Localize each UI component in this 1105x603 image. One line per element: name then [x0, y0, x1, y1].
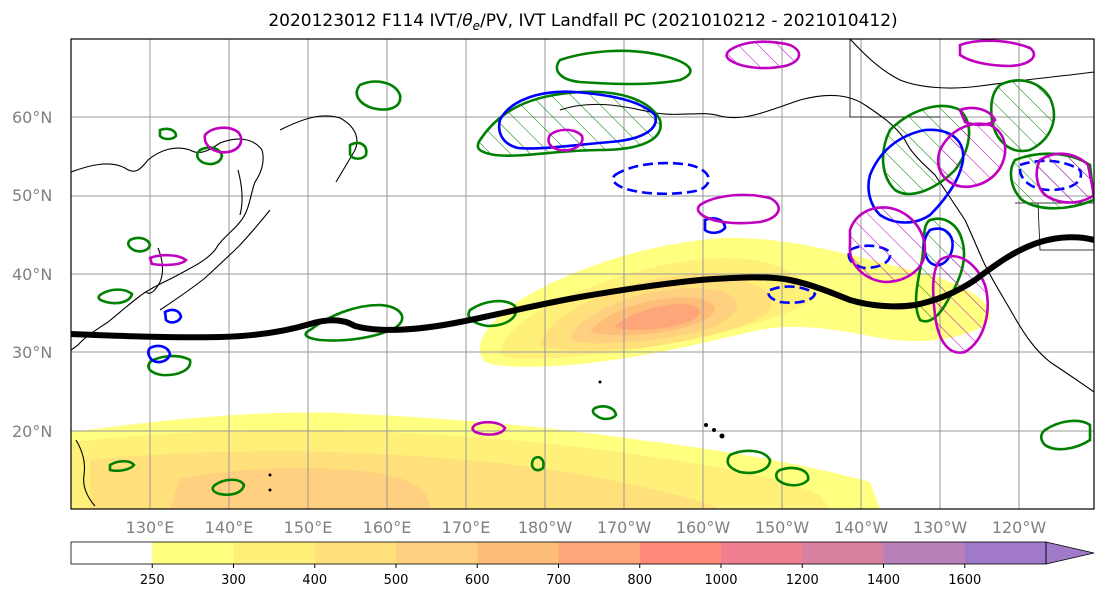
colorbar-cell	[639, 542, 722, 564]
colorbar-tick-label: 1200	[786, 573, 819, 588]
coast-kamchatka	[279, 115, 358, 183]
colorbar-cell	[152, 542, 234, 564]
colorbar-cell	[477, 542, 559, 564]
colorbar-cells	[71, 542, 1047, 564]
pv-contours-magenta	[148, 39, 1094, 436]
colorbar-cell	[314, 542, 397, 564]
latitude-labels: 60°N 50°N 40°N 30°N 20°N	[12, 108, 52, 441]
lat-label: 40°N	[12, 265, 52, 284]
ivt-shading	[71, 237, 990, 509]
lon-label: 140°E	[205, 518, 254, 537]
colorbar-tick-label: 1600	[948, 573, 981, 588]
figure-title: 2020123012 F114 IVT/θe/PV, IVT Landfall …	[268, 11, 897, 33]
lon-label: 150°E	[284, 518, 333, 537]
lon-label: 130°E	[126, 518, 175, 537]
colorbar-cell	[883, 542, 966, 564]
lon-label: 140°W	[834, 518, 889, 537]
lat-label: 60°N	[12, 108, 52, 127]
lon-label: 160°W	[676, 518, 731, 537]
ivt-plume-700	[615, 304, 701, 330]
lon-label: 160°E	[363, 518, 412, 537]
landfall-track	[71, 234, 1094, 341]
colorbar-ticks: 250 300 400 500 600 700 800 1000 1200 1400 1600	[140, 564, 981, 588]
colorbar-cell	[721, 542, 803, 564]
lon-label: 170°W	[597, 518, 652, 537]
colorbar-cell	[396, 542, 478, 564]
colorbar-cell	[802, 542, 884, 564]
coast-asia	[71, 138, 264, 351]
colorbar-cell	[558, 542, 641, 564]
lon-label: 150°W	[755, 518, 810, 537]
lat-label: 50°N	[12, 186, 52, 205]
lon-label: 180°W	[518, 518, 573, 537]
colorbar-tick-label: 400	[302, 573, 327, 588]
coast-japan	[159, 209, 271, 311]
colorbar-cell	[964, 542, 1047, 564]
colorbar: 250 300 400 500 600 700 800 1000 1200 1400 1600	[70, 541, 1095, 588]
ivt-band-south-500	[170, 468, 430, 509]
colorbar-tick-label: 1400	[867, 573, 900, 588]
colorbar-cell	[71, 542, 153, 564]
longitude-labels: 130°E 140°E 150°E 160°E 170°E 180°W 170°…	[126, 518, 1047, 537]
colorbar-tick-label: 300	[221, 573, 246, 588]
coast-korea	[145, 247, 164, 294]
colorbar-tick-label: 250	[140, 573, 165, 588]
lon-label: 120°W	[992, 518, 1047, 537]
colorbar-tick-label: 600	[465, 573, 490, 588]
coast-philippines	[75, 439, 96, 507]
lat-label: 30°N	[12, 343, 52, 362]
lat-label: 20°N	[12, 422, 52, 441]
colorbar-cell	[233, 542, 316, 564]
lon-label: 130°W	[913, 518, 968, 537]
islands	[268, 380, 725, 492]
colorbar-tick-label: 1000	[704, 573, 737, 588]
map-layers	[71, 39, 1094, 509]
map-border	[70, 38, 1095, 510]
lon-label: 170°E	[442, 518, 491, 537]
colorbar-tick-label: 700	[546, 573, 571, 588]
coast-sakhalin	[237, 169, 243, 216]
colorbar-tick-label: 500	[384, 573, 409, 588]
coast-arctic	[849, 39, 1094, 89]
colorbar-extend-arrow	[1045, 541, 1095, 565]
colorbar-tick-label: 800	[627, 573, 652, 588]
